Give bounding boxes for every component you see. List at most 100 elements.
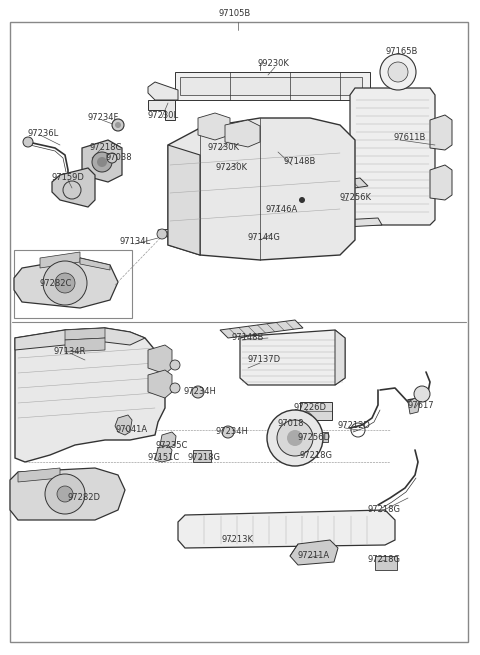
Circle shape — [380, 54, 416, 90]
Circle shape — [287, 430, 303, 446]
Circle shape — [45, 474, 85, 514]
Text: 97617: 97617 — [408, 400, 434, 409]
Circle shape — [112, 119, 124, 131]
Bar — [312, 432, 328, 442]
Polygon shape — [160, 432, 176, 448]
Text: 97218G: 97218G — [188, 453, 221, 462]
Text: 97038: 97038 — [105, 153, 132, 162]
Text: 97282C: 97282C — [40, 278, 72, 288]
Text: 97211A: 97211A — [298, 550, 330, 559]
Circle shape — [115, 122, 121, 128]
Circle shape — [170, 360, 180, 370]
Text: 97212D: 97212D — [337, 422, 370, 430]
Text: 97230L: 97230L — [148, 111, 179, 119]
Polygon shape — [335, 330, 345, 385]
Text: 97144G: 97144G — [248, 233, 281, 242]
Polygon shape — [240, 140, 328, 167]
Polygon shape — [15, 328, 145, 350]
Bar — [300, 402, 332, 420]
Polygon shape — [225, 120, 260, 147]
Polygon shape — [240, 330, 345, 385]
Polygon shape — [350, 88, 435, 225]
Polygon shape — [18, 468, 60, 482]
Text: 97159D: 97159D — [52, 174, 85, 183]
Circle shape — [55, 273, 75, 293]
Text: 97234H: 97234H — [183, 388, 216, 396]
Polygon shape — [155, 445, 172, 462]
Polygon shape — [205, 125, 240, 150]
Circle shape — [267, 410, 323, 466]
Polygon shape — [168, 145, 200, 255]
Text: 97218G: 97218G — [368, 555, 401, 565]
Polygon shape — [40, 252, 80, 268]
Text: 97256K: 97256K — [340, 193, 372, 202]
Polygon shape — [65, 328, 105, 340]
Circle shape — [92, 152, 112, 172]
Text: 97236L: 97236L — [28, 128, 59, 138]
Bar — [193, 450, 211, 462]
Circle shape — [277, 420, 313, 456]
Text: 97148B: 97148B — [283, 157, 315, 166]
Circle shape — [107, 153, 117, 163]
Bar — [180, 77, 362, 95]
Polygon shape — [80, 258, 110, 270]
Text: 97282D: 97282D — [68, 493, 101, 502]
Polygon shape — [148, 345, 172, 374]
Polygon shape — [14, 258, 118, 308]
Polygon shape — [148, 82, 178, 100]
Polygon shape — [168, 118, 355, 260]
Polygon shape — [290, 540, 338, 565]
Text: 97230K: 97230K — [215, 164, 247, 172]
Text: 97165B: 97165B — [385, 48, 418, 56]
Text: 97018: 97018 — [278, 419, 304, 428]
Circle shape — [157, 229, 167, 239]
Polygon shape — [178, 510, 395, 548]
Circle shape — [23, 137, 33, 147]
Text: 97134R: 97134R — [53, 348, 85, 356]
Polygon shape — [52, 168, 95, 207]
Text: 97148B: 97148B — [232, 333, 264, 343]
Polygon shape — [430, 115, 452, 150]
Polygon shape — [158, 218, 382, 237]
Circle shape — [97, 157, 107, 167]
Text: 97230K: 97230K — [208, 143, 240, 153]
Polygon shape — [408, 398, 420, 414]
Text: 97134L: 97134L — [120, 238, 151, 246]
Text: 97105B: 97105B — [219, 10, 251, 18]
Circle shape — [192, 386, 204, 398]
Circle shape — [414, 386, 430, 402]
Text: 97146A: 97146A — [265, 206, 297, 214]
Text: 97234H: 97234H — [216, 428, 249, 436]
Circle shape — [57, 486, 73, 502]
Text: 97151C: 97151C — [147, 453, 179, 462]
Text: 97256D: 97256D — [298, 432, 331, 441]
Polygon shape — [148, 100, 175, 120]
Bar — [375, 556, 397, 570]
Polygon shape — [220, 150, 258, 175]
Circle shape — [388, 62, 408, 82]
Polygon shape — [115, 415, 132, 435]
Bar — [14, 250, 132, 318]
Text: 97611B: 97611B — [393, 134, 425, 143]
Text: 97041A: 97041A — [115, 426, 147, 434]
Polygon shape — [210, 178, 368, 208]
Text: 97234F: 97234F — [88, 113, 120, 122]
Polygon shape — [65, 338, 105, 352]
Circle shape — [222, 426, 234, 438]
Text: 97218G: 97218G — [367, 506, 400, 514]
Polygon shape — [430, 165, 452, 200]
Text: 97218G: 97218G — [300, 451, 333, 460]
Polygon shape — [175, 72, 370, 100]
Polygon shape — [82, 140, 122, 182]
Text: 97213K: 97213K — [222, 536, 254, 544]
Text: 97235C: 97235C — [155, 441, 187, 451]
Polygon shape — [220, 320, 303, 338]
Polygon shape — [10, 468, 125, 520]
Circle shape — [170, 383, 180, 393]
Text: 99230K: 99230K — [258, 58, 290, 67]
Polygon shape — [198, 113, 230, 140]
Circle shape — [299, 197, 305, 203]
Circle shape — [43, 261, 87, 305]
Polygon shape — [148, 370, 172, 398]
Polygon shape — [15, 328, 165, 462]
